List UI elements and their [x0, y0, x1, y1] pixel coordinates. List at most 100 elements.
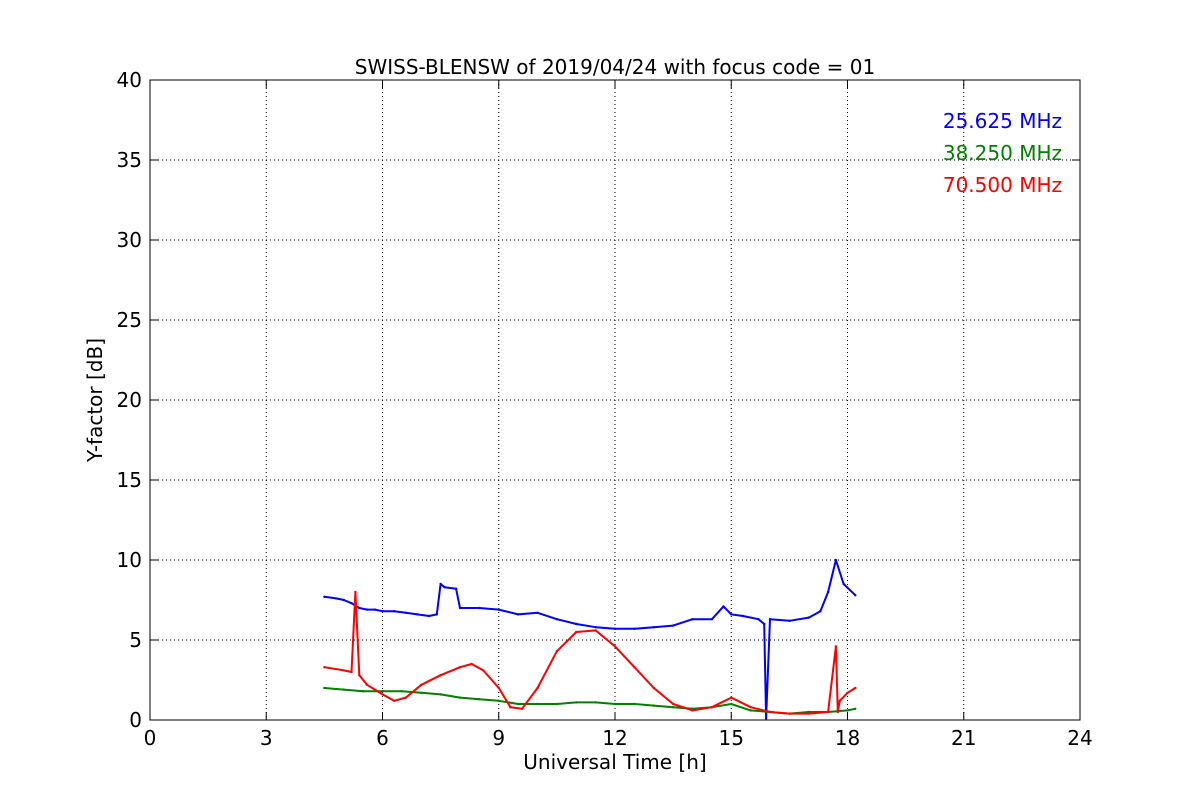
series-1-point — [454, 587, 458, 590]
series-layer — [323, 558, 857, 720]
series-1-point — [652, 626, 655, 629]
series-3-point — [838, 699, 841, 702]
x-tick-label: 6 — [376, 726, 389, 750]
series-3-point — [342, 669, 345, 672]
grid-lines — [150, 80, 1080, 720]
y-tick-label: 15 — [117, 468, 142, 492]
series-3-point — [392, 699, 396, 702]
series-1-point — [834, 558, 838, 562]
x-axis-label: Universal Time [h] — [523, 750, 706, 774]
x-tick-label: 15 — [719, 726, 744, 750]
series-3-point — [834, 645, 838, 648]
series-line-2 — [324, 687, 856, 715]
series-2-point — [652, 704, 655, 707]
series-2-point — [555, 702, 559, 706]
series-3-point — [691, 709, 694, 712]
series-1-point — [427, 614, 431, 618]
series-2-point — [730, 702, 733, 706]
series-2-point — [420, 691, 423, 694]
series-2-point — [613, 702, 617, 706]
series-1-point — [710, 618, 714, 621]
series-1-point — [358, 606, 361, 610]
series-3-point — [749, 706, 752, 709]
series-1-point — [807, 616, 810, 619]
chart-title: SWISS-BLENSW of 2019/04/24 with focus co… — [355, 55, 876, 79]
y-tick-label: 35 — [117, 148, 142, 172]
series-2-point — [439, 693, 442, 696]
series-3-point — [854, 686, 857, 690]
x-tick-label: 9 — [492, 726, 505, 750]
y-tick-label: 10 — [117, 548, 142, 572]
series-3-point — [520, 707, 524, 710]
series-3-point — [730, 696, 733, 699]
x-tick-label: 18 — [835, 726, 860, 750]
series-1-point — [435, 613, 438, 616]
series-1-point — [323, 595, 326, 598]
series-3-point — [536, 686, 539, 690]
y-tick-label: 20 — [117, 388, 142, 412]
series-3-point — [439, 674, 442, 677]
series-1-point — [381, 610, 384, 613]
series-2-point — [671, 706, 675, 709]
series-3-point — [633, 666, 636, 669]
series-1-point — [342, 598, 345, 602]
x-tick-label: 3 — [260, 726, 273, 750]
series-2-point — [323, 686, 326, 690]
series-1-point — [497, 608, 500, 611]
series-1-point — [575, 622, 578, 626]
series-1-point — [757, 618, 760, 621]
y-axis-label: Y-factor [dB] — [83, 338, 107, 463]
series-2-point — [536, 702, 539, 706]
series-3-point — [358, 674, 361, 677]
series-1-point — [478, 606, 481, 610]
series-3-point — [555, 650, 559, 653]
series-1-point — [842, 582, 845, 586]
series-1-point — [458, 606, 462, 610]
legend-entry-1: 25.625 MHz — [943, 109, 1062, 133]
series-2-point — [575, 701, 578, 704]
series-3-point — [671, 702, 675, 706]
series-line-1 — [324, 559, 856, 720]
series-2-point — [478, 698, 481, 701]
legend-entry-2: 38.250 MHz — [943, 141, 1062, 165]
series-1-point — [392, 610, 396, 613]
series-3-point — [323, 666, 326, 669]
series-3-point — [420, 683, 423, 686]
series-3-point — [365, 683, 369, 686]
ticks: 0 3 6 9 12 15 18 21 24 0 5 10 15 20 25 30 35 40 — [117, 68, 1093, 750]
series-3-point — [613, 645, 617, 648]
series-2-point — [749, 709, 752, 712]
series-3-point — [846, 691, 849, 694]
series-2-point — [516, 702, 520, 706]
series-3-point — [470, 662, 473, 666]
series-2-point — [361, 690, 365, 693]
series-1-point — [788, 619, 791, 622]
series-3-point — [458, 666, 462, 669]
series-1-point — [555, 618, 559, 621]
series-1-point — [350, 602, 353, 605]
series-3-point — [350, 670, 353, 674]
series-1-point — [365, 608, 369, 611]
series-2-point — [497, 699, 500, 702]
series-3-point — [807, 712, 810, 715]
series-3-point — [652, 686, 655, 690]
y-tick-label: 30 — [117, 228, 142, 252]
series-1-point — [334, 597, 338, 600]
series-1-point — [741, 614, 745, 618]
series-1-point — [730, 613, 733, 616]
series-1-point — [536, 611, 539, 614]
y-tick-label: 0 — [129, 708, 142, 732]
series-3-point — [482, 669, 485, 672]
series-3-point — [381, 693, 384, 696]
series-2-point — [854, 707, 857, 710]
series-3-point — [497, 686, 500, 690]
series-3-point — [575, 630, 578, 634]
series-1-point — [768, 618, 772, 621]
series-2-point — [846, 709, 849, 712]
y-tick-label: 40 — [117, 68, 142, 92]
series-3-point — [594, 629, 597, 632]
series-1-point — [613, 627, 617, 630]
series-2-point — [633, 702, 636, 706]
series-1-point — [633, 627, 636, 630]
